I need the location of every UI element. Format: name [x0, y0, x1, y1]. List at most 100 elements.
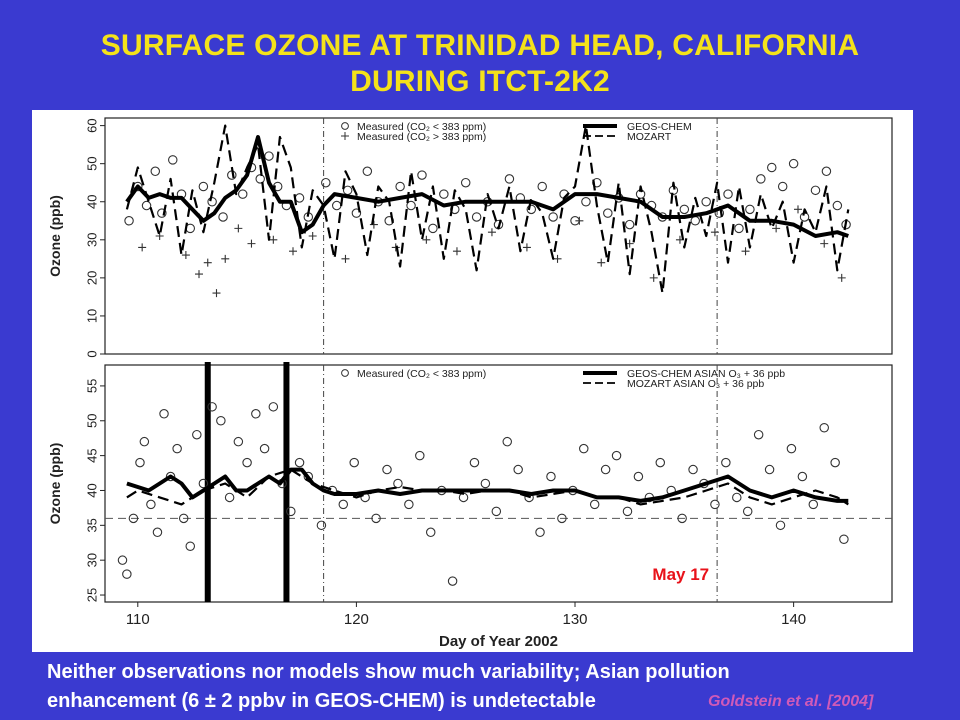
chart-panel-1: 0 10 20 30 40 50 60 Ozone (ppb) Measured (CO₂ < …	[47, 117, 893, 358]
data-point	[331, 200, 342, 211]
data-point	[710, 499, 720, 510]
data-point	[218, 212, 228, 222]
legend-symbol	[341, 369, 349, 377]
data-point	[286, 506, 296, 517]
data-point	[371, 513, 381, 524]
data-point	[723, 189, 733, 199]
legend-entry: Measured (CO₂ > 383 ppm)	[357, 131, 486, 143]
data-point	[597, 258, 606, 267]
data-point	[777, 181, 788, 192]
data-point	[480, 478, 491, 489]
data-point	[268, 402, 279, 412]
data-point	[415, 450, 425, 461]
legend-entry: Measured (CO₂ < 383 ppm)	[357, 368, 486, 380]
data-point	[487, 228, 496, 237]
scatter-series	[117, 402, 849, 586]
data-point	[207, 196, 217, 207]
data-point	[393, 478, 403, 489]
legend-entry: GEOS-CHEM ASIAN O₃ + 36 ppb	[627, 368, 785, 380]
data-point	[150, 166, 161, 177]
data-point	[677, 513, 687, 524]
data-point	[122, 569, 132, 579]
caption-line-2: enhancement (6 ± 2 ppbv in GEOS-CHEM) is…	[47, 690, 596, 712]
data-point	[460, 177, 471, 188]
data-point	[255, 174, 265, 184]
data-point	[349, 457, 359, 468]
data-point	[688, 464, 698, 475]
data-point	[830, 457, 840, 468]
data-point	[679, 204, 690, 215]
data-point	[178, 513, 189, 524]
y-tick-label: 30	[84, 553, 99, 567]
data-point	[165, 471, 176, 482]
y-tick-label: 25	[84, 588, 99, 602]
data-point	[600, 464, 611, 475]
slide-title-line-2: DURING ITCT-2K2	[350, 65, 610, 98]
data-point	[237, 189, 248, 199]
data-point	[721, 457, 731, 468]
data-point	[247, 239, 256, 248]
x-tick-label: 110	[126, 611, 150, 628]
data-point	[128, 513, 139, 524]
y-tick-label: 35	[84, 518, 99, 532]
data-point	[139, 436, 150, 447]
data-point	[820, 239, 829, 248]
data-point	[362, 166, 373, 177]
data-point	[216, 416, 226, 426]
data-point	[767, 162, 777, 173]
data-point	[233, 436, 244, 447]
data-point	[395, 181, 405, 192]
data-point	[624, 219, 635, 230]
data-point	[221, 254, 230, 263]
data-point	[321, 177, 331, 188]
data-point	[546, 471, 556, 482]
y-tick-label: 40	[84, 195, 99, 209]
data-point	[526, 204, 537, 215]
data-point	[439, 189, 449, 199]
data-point	[207, 402, 217, 412]
data-point	[185, 541, 196, 551]
data-point	[764, 464, 775, 475]
data-point	[579, 443, 589, 454]
legend-symbol	[341, 132, 349, 140]
data-point	[124, 216, 134, 226]
data-point	[341, 254, 350, 263]
data-point	[382, 464, 392, 475]
y-tick-label: 60	[84, 118, 99, 132]
legend-symbol	[341, 122, 349, 130]
y-tick-label: 55	[84, 379, 99, 393]
x-tick-label: 130	[562, 611, 587, 628]
data-point	[772, 224, 781, 233]
data-point	[181, 251, 190, 260]
data-point	[342, 185, 353, 196]
y-tick-label: 50	[84, 414, 99, 428]
data-point	[117, 555, 128, 565]
scatter-series	[124, 151, 851, 234]
data-point	[428, 223, 438, 234]
data-point	[404, 499, 414, 510]
data-point	[138, 243, 147, 252]
data-point	[406, 200, 416, 211]
data-point	[502, 436, 512, 447]
series-line-solid	[126, 467, 849, 503]
data-point	[272, 181, 283, 192]
y-tick-label: 45	[84, 448, 99, 462]
y-tick-label: 0	[84, 350, 99, 357]
data-point	[819, 422, 829, 433]
data-point	[793, 205, 802, 214]
data-point	[198, 181, 209, 192]
citation-credit: Goldstein et al. [2004]	[708, 693, 874, 710]
data-point	[837, 273, 846, 282]
slide-caption: Neither observations nor models show muc…	[47, 658, 747, 716]
data-point	[159, 409, 169, 419]
data-point	[732, 492, 742, 503]
may-17-annotation: May 17	[652, 565, 709, 584]
data-point	[839, 534, 849, 545]
y-tick-label: 20	[84, 271, 99, 285]
scatter-series	[138, 205, 846, 298]
data-point	[734, 223, 744, 234]
data-point	[203, 258, 212, 267]
data-point	[810, 185, 821, 196]
chart-panel-2: 25 30 35 40 45 50 55 Ozone (ppb) 110 120 130 140 Day…	[47, 362, 893, 650]
data-point	[294, 457, 305, 468]
